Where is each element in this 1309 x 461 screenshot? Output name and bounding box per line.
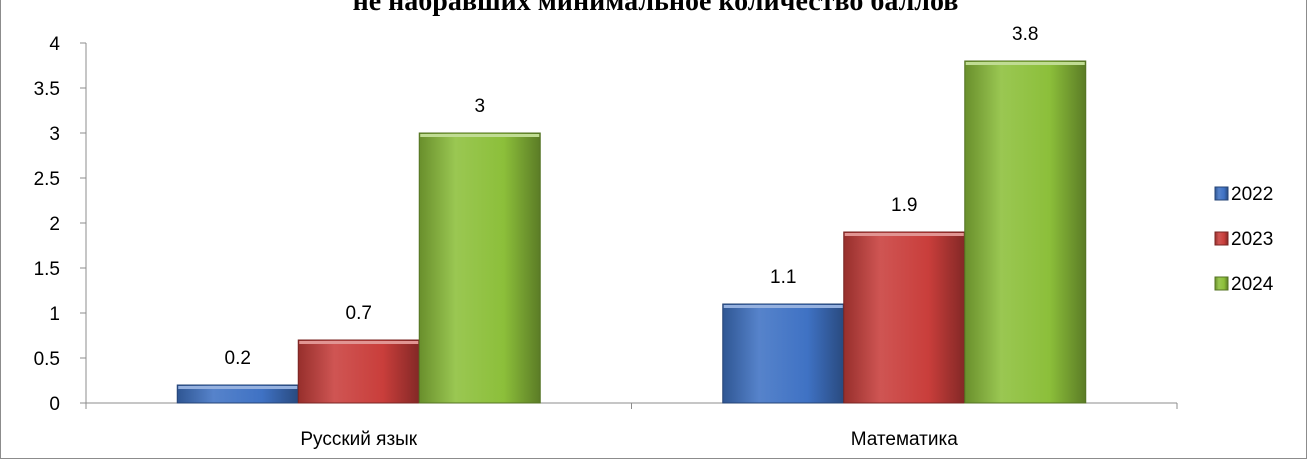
y-tick-label: 2 [49, 214, 60, 235]
y-tick-label: 0 [49, 394, 60, 415]
chart-title: не набравших минимальное количество балл… [352, 0, 959, 17]
y-tick-label: 0.5 [34, 349, 60, 370]
bar-2024 [418, 132, 541, 404]
data-label: 3.8 [1012, 24, 1038, 45]
bars [176, 60, 1087, 404]
data-label: 3 [474, 96, 485, 117]
data-label: 0.7 [346, 303, 372, 324]
y-tick-label: 2.5 [34, 169, 60, 190]
bar-highlight [299, 341, 419, 344]
legend-label: 2022 [1231, 184, 1273, 205]
y-tick-label: 1 [49, 304, 60, 325]
data-label: 1.9 [891, 195, 917, 216]
bar-highlight [178, 386, 298, 389]
data-labels: 0.2 0.7 3 1.1 1.9 3.8 [225, 24, 1039, 369]
legend-swatch [1214, 186, 1229, 201]
bar-2023 [297, 339, 420, 404]
bar-2024 [964, 60, 1087, 404]
bar-2023 [843, 231, 966, 404]
category-label: Математика [851, 429, 959, 450]
legend-swatch [1214, 276, 1229, 291]
legend-label: 2023 [1231, 229, 1273, 250]
legend-label: 2024 [1231, 274, 1274, 295]
category-label: Русский язык [300, 429, 417, 450]
bar-2022 [722, 303, 845, 404]
legend: 2022 2023 2024 [1214, 184, 1274, 295]
y-tick-label: 1.5 [34, 259, 60, 280]
bar-highlight [965, 62, 1085, 65]
bar-highlight [844, 233, 964, 236]
bar-highlight [723, 305, 843, 308]
y-tick-label: 3.5 [34, 79, 60, 100]
y-tick-label: 3 [49, 124, 60, 145]
y-tick-label: 4 [49, 34, 60, 55]
bar-highlight [420, 134, 540, 137]
data-label: 1.1 [770, 267, 796, 288]
legend-swatch [1214, 231, 1229, 246]
data-label: 0.2 [225, 348, 251, 369]
